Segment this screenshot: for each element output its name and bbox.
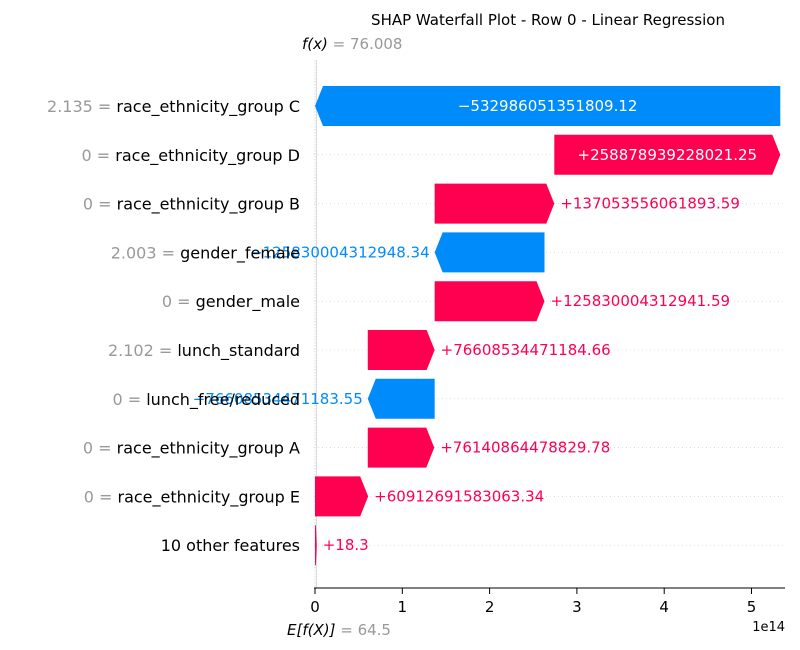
waterfall-bar (315, 525, 317, 566)
feature-name: race_ethnicity_group D (115, 146, 300, 166)
feature-name: lunch_free/reduced (146, 390, 300, 410)
feature-name: gender_male (196, 292, 300, 312)
bar-value-label: −76608534471183.55 (193, 390, 363, 408)
waterfall-bar (367, 330, 435, 370)
x-axis-ticks: 0 1 2 3 4 5 (310, 588, 756, 616)
x-tick-label: 3 (572, 598, 582, 616)
feature-value: 0 (162, 292, 172, 311)
feature-value: 0 (82, 146, 92, 165)
waterfall-bar (434, 183, 555, 224)
bars: −532986051351809.12 +258878939228021.25 +1… (193, 86, 781, 566)
feature-name: lunch_standard (177, 341, 300, 361)
bar-value-label: +18.3 (323, 536, 369, 554)
waterfall-bar (434, 281, 545, 322)
feature-label: 2.003 = gender_female (111, 243, 300, 263)
waterfall-bar (315, 476, 369, 517)
waterfall-bar (367, 378, 435, 419)
feature-value: 2.102 (108, 341, 154, 360)
feature-value: 0 (84, 487, 94, 506)
feature-label: 2.135 = race_ethnicity_group C (47, 97, 300, 117)
feature-value: 0 (83, 195, 93, 214)
feature-name: race_ethnicity_group A (117, 439, 300, 459)
feature-value: 0 (112, 390, 122, 409)
x-offset-label: 1e14 (752, 620, 785, 635)
bar-value-label: +60912691583063.34 (374, 487, 544, 505)
svg-text:f(x) = 76.008: f(x) = 76.008 (302, 35, 402, 53)
x-tick-label: 1 (398, 598, 408, 616)
bar-value-label: +258878939228021.25 (578, 146, 758, 164)
feature-label: 10 other features (161, 536, 300, 555)
feature-label: 0 = race_ethnicity_group B (83, 195, 300, 215)
feature-value: 2.135 (47, 97, 93, 116)
bar-value-label: +76608534471184.66 (441, 341, 611, 359)
x-tick-label: 5 (747, 598, 757, 616)
x-tick-label: 4 (659, 598, 669, 616)
feature-label: 0 = race_ethnicity_group D (82, 146, 301, 166)
base-value-label: E[f(X)] = 64.5 (287, 621, 391, 639)
feature-name: race_ethnicity_group C (116, 97, 300, 117)
feature-label: 0 = race_ethnicity_group A (83, 439, 300, 459)
fx-label-text: f(x) (302, 35, 328, 53)
bar-value-label: +125830004312941.59 (551, 292, 731, 310)
feature-label: 0 = gender_male (162, 292, 300, 312)
x-tick-label: 0 (310, 598, 320, 616)
x-tick-label: 2 (485, 598, 495, 616)
feature-labels: 2.135 = race_ethnicity_group C 0 = race_e… (47, 97, 300, 555)
waterfall-bar (554, 134, 781, 175)
feature-name: race_ethnicity_group B (117, 195, 300, 215)
svg-text:E[f(X)] = 64.5: E[f(X)] = 64.5 (287, 621, 391, 639)
bar-value-label: −532986051351809.12 (458, 97, 638, 115)
feature-name: 10 other features (161, 536, 300, 555)
feature-value: 2.003 (111, 243, 157, 262)
feature-label: 0 = race_ethnicity_group E (84, 487, 300, 507)
fx-label: f(x) = 76.008 (302, 35, 402, 53)
feature-name: gender_female (180, 243, 300, 263)
waterfall-bar (315, 86, 781, 126)
fx-value: 76.008 (350, 35, 403, 53)
base-value: 64.5 (358, 621, 391, 639)
waterfall-bar (434, 232, 545, 273)
chart-title: SHAP Waterfall Plot - Row 0 - Linear Reg… (371, 11, 725, 29)
waterfall-bar (367, 427, 435, 468)
base-label-text: E[f(X)] (287, 621, 336, 639)
bar-value-label: +137053556061893.59 (560, 195, 740, 213)
bar-value-label: −125830004312948.34 (250, 243, 430, 261)
feature-name: race_ethnicity_group E (117, 487, 300, 507)
feature-value: 0 (83, 439, 93, 458)
feature-label: 2.102 = lunch_standard (108, 341, 300, 361)
feature-label: 0 = lunch_free/reduced (112, 390, 300, 410)
bar-value-label: +76140864478829.78 (440, 439, 610, 457)
